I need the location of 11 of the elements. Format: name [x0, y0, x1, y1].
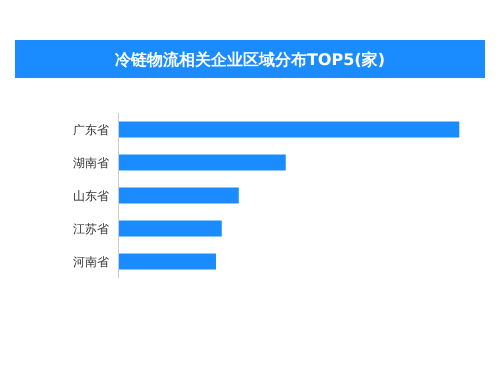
- y-tick-label: 山东省: [73, 189, 109, 203]
- y-tick-label: 江苏省: [73, 222, 109, 236]
- bar: [119, 188, 239, 204]
- bar: [119, 220, 222, 236]
- bar: [119, 154, 286, 170]
- y-tick-label: 河南省: [73, 255, 109, 269]
- bar: [119, 254, 216, 270]
- y-tick-label: 广东省: [73, 123, 109, 137]
- y-tick-label: 湖南省: [73, 156, 109, 170]
- bar: [119, 122, 460, 138]
- chart-title: 冷链物流相关企业区域分布TOP5(家): [115, 50, 385, 69]
